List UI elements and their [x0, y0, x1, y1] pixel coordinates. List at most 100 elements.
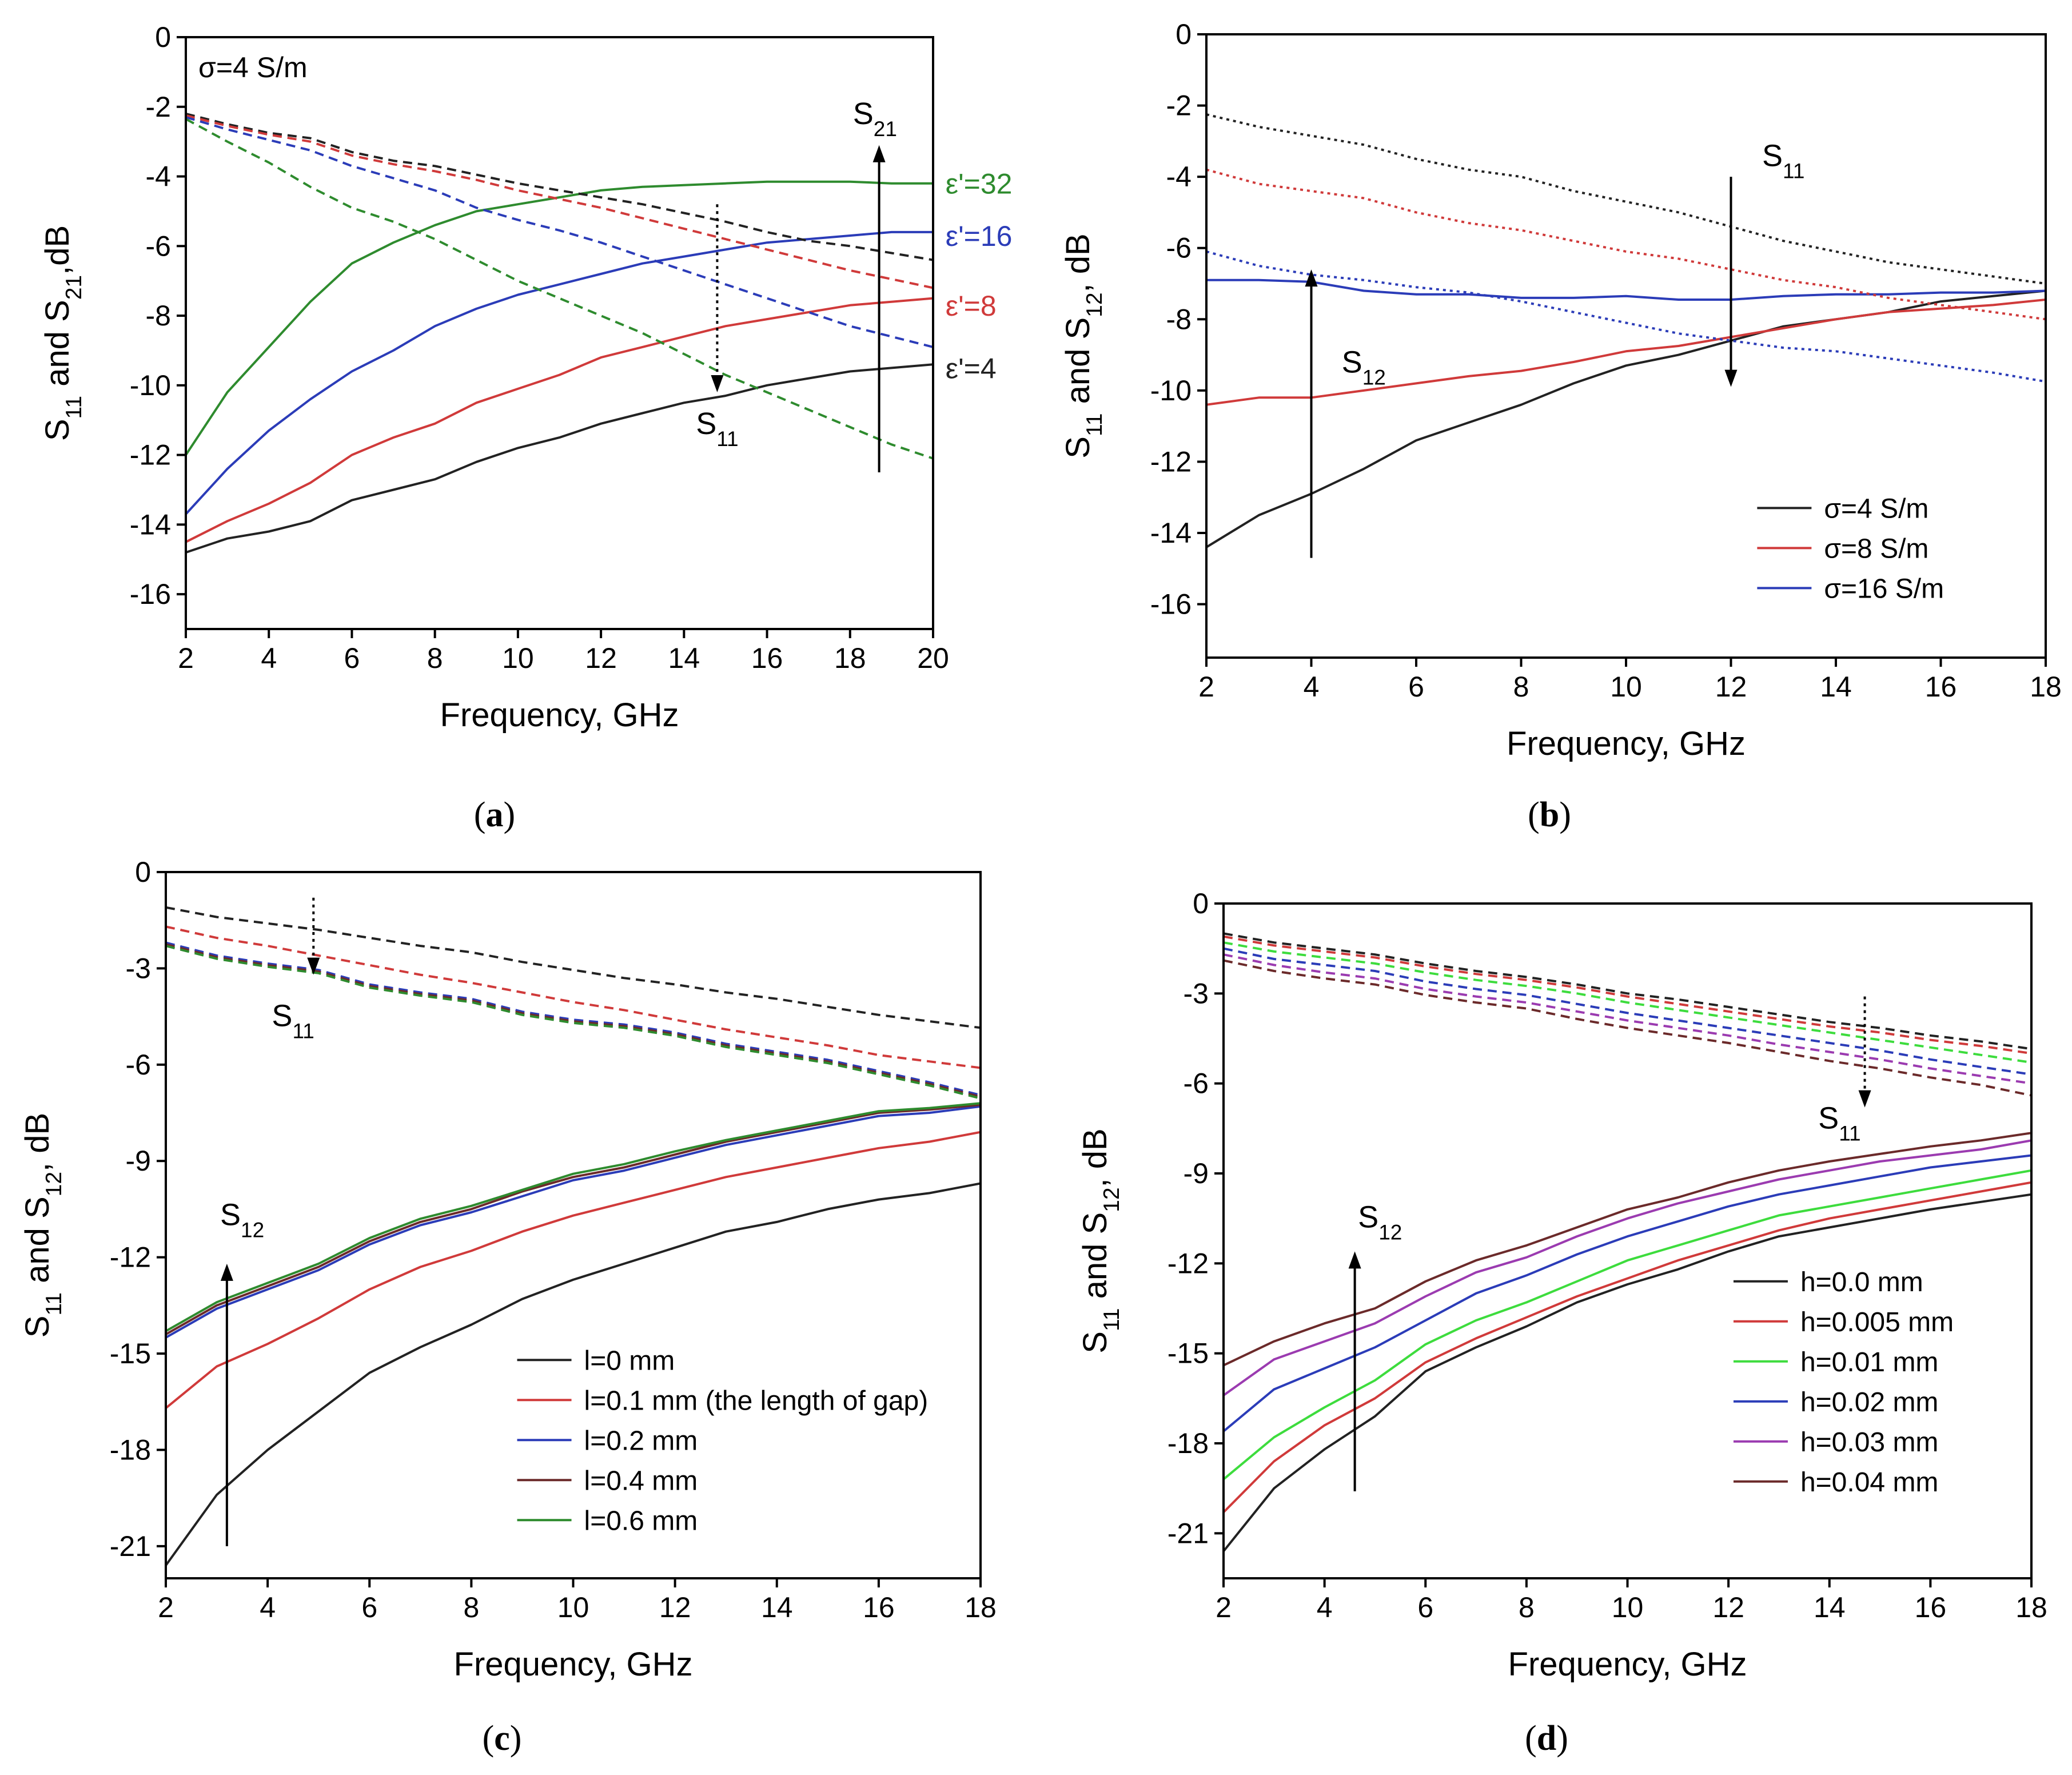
x-tick-label: 2: [178, 642, 194, 674]
legend-label: h=0.04 mm: [1800, 1467, 1938, 1498]
series-group: [1224, 932, 2031, 1553]
x-tick-label: 2: [158, 1591, 174, 1623]
arrow-head: [220, 1263, 233, 1281]
legend-label: h=0.005 mm: [1800, 1307, 1954, 1338]
arrow-head: [307, 957, 320, 975]
x-tick-label: 8: [427, 642, 443, 674]
series-line-1: [166, 1131, 981, 1410]
series-line-0: [1224, 1193, 2031, 1553]
series-line-3: [166, 1104, 981, 1336]
x-axis-label: Frequency, GHz: [440, 697, 679, 734]
y-tick-label: 0: [135, 856, 151, 888]
x-tick-label: 6: [1408, 671, 1424, 703]
y-tick-label: -2: [1166, 90, 1192, 122]
curve-annotation: ε'=32: [946, 168, 1013, 200]
legend-label: σ=4 S/m: [1824, 494, 1928, 524]
y-tick-label: -15: [1168, 1338, 1209, 1370]
x-tick-label: 16: [1915, 1591, 1947, 1623]
x-tick-label: 6: [344, 642, 360, 674]
x-tick-label: 20: [917, 642, 949, 674]
series-line-8: [1224, 941, 2031, 1064]
chart-b: 2 4 6 8 10 12 14 16 18 0 -2 -4 -6 -8 -10 -12 -14 -16 Frequ…: [1059, 18, 2062, 834]
panel-caption: (d): [1525, 1719, 1568, 1758]
y-tick-label: -2: [146, 91, 171, 123]
y-tick-label: -8: [146, 300, 171, 332]
arrow-head: [1724, 369, 1738, 387]
y-tick-label: -16: [130, 578, 171, 610]
legend-label: h=0.03 mm: [1800, 1427, 1938, 1458]
panel-caption: (a): [474, 795, 515, 834]
x-tick-label: 4: [260, 1591, 276, 1623]
x-tick-label: 6: [1417, 1591, 1433, 1623]
legend-label: l=0.1 mm (the length of gap): [584, 1386, 929, 1416]
x-tick-label: 8: [1519, 1591, 1535, 1623]
panel-caption: (c): [483, 1719, 522, 1758]
x-tick-label: 8: [1513, 671, 1529, 703]
legend-label: h=0.0 mm: [1800, 1267, 1923, 1298]
y-tick-label: -15: [110, 1338, 151, 1370]
series-line-3: [1224, 1154, 2031, 1432]
y-tick-label: -12: [130, 439, 171, 471]
series-line-2: [1224, 1169, 2031, 1481]
y-tick-label: -12: [1150, 445, 1192, 477]
series-line-0: [186, 363, 933, 554]
series-line-10: [1224, 953, 2031, 1085]
legend-label: l=0.4 mm: [584, 1466, 698, 1496]
series-group: [166, 906, 981, 1566]
series-line-8: [166, 943, 981, 1098]
y-tick-label: -21: [110, 1530, 151, 1562]
arrow-label: S12: [220, 1198, 264, 1242]
x-tick-label: 16: [751, 642, 783, 674]
series-line-7: [186, 118, 933, 460]
legend: h=0.0 mm h=0.005 mm h=0.01 mm h=0.02 mm h=0.…: [1733, 1267, 1954, 1498]
x-tick-label: 2: [1216, 1591, 1232, 1623]
arrow-label: S11: [1762, 138, 1804, 182]
arrow-head: [711, 375, 724, 392]
y-axis-label: S11 and S12, dB: [19, 1113, 66, 1338]
x-tick-label: 4: [1317, 1591, 1333, 1623]
arrow-label: S11: [272, 998, 314, 1042]
plot-frame: [1205, 33, 2047, 659]
series-line-6: [1224, 932, 2031, 1050]
plot-frame: [185, 36, 934, 630]
series-line-4: [166, 1102, 981, 1332]
y-tick-label: -12: [110, 1241, 151, 1273]
arrow-label: S11: [696, 407, 738, 451]
y-axis-label: S11 and S12, dB: [1059, 233, 1107, 458]
legend-label: l=0.6 mm: [584, 1506, 698, 1536]
y-tick-label: -16: [1150, 588, 1192, 620]
arrow-head: [1858, 1090, 1871, 1108]
x-tick-label: 18: [965, 1591, 997, 1623]
y-tick-label: -6: [146, 230, 171, 262]
series-line-7: [1224, 935, 2031, 1055]
x-tick-label: 8: [463, 1591, 479, 1623]
legend-label: σ=16 S/m: [1824, 574, 1944, 604]
x-tick-label: 16: [1925, 671, 1957, 703]
series-line-9: [166, 945, 981, 1100]
panel-caption: (b): [1528, 795, 1571, 834]
x-tick-label: 14: [1814, 1591, 1846, 1623]
series-line-0: [1206, 289, 2046, 548]
series-line-2: [186, 230, 933, 515]
y-tick-label: 0: [155, 21, 171, 53]
series-line-3: [186, 180, 933, 456]
y-tick-label: -6: [1166, 232, 1192, 264]
chart-a: 2 4 6 8 10 12 14 16 18 20 0 -2 -4 -6 -8 -10 -12 -14 -16 Fre…: [39, 21, 1012, 834]
y-axis-label: S11 and S12, dB: [1077, 1128, 1124, 1353]
x-tick-label: 2: [1198, 671, 1214, 703]
series-line-6: [166, 925, 981, 1069]
series-line-1: [1224, 1181, 2031, 1514]
y-tick-label: -18: [1168, 1427, 1209, 1459]
legend: σ=4 S/m σ=8 S/m σ=16 S/m: [1757, 494, 1944, 604]
x-tick-label: 14: [761, 1591, 793, 1623]
chart-d: 2 4 6 8 10 12 14 16 18 0 -3 -6 -9 -12 -15 -18 -21 Frequen…: [1077, 888, 2047, 1758]
y-tick-label: -4: [146, 161, 171, 193]
x-tick-label: 12: [659, 1591, 691, 1623]
corner-note: σ=4 S/m: [198, 51, 308, 83]
arrow-label: S21: [853, 97, 897, 141]
series-line-1: [1206, 299, 2046, 406]
x-axis-label: Frequency, GHz: [1508, 1646, 1747, 1683]
x-tick-label: 4: [1304, 671, 1320, 703]
series-line-2: [1206, 278, 2046, 301]
x-tick-label: 18: [834, 642, 866, 674]
